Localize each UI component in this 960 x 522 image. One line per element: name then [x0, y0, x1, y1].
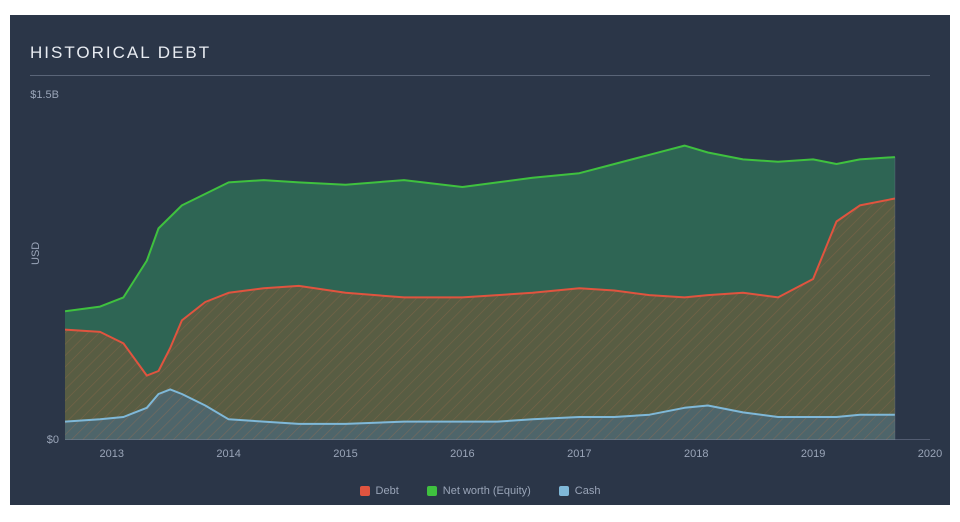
x-tick-label: 2017 — [567, 448, 591, 460]
legend-item-net_worth: Net worth (Equity) — [427, 485, 531, 497]
y-tick-label: $1.5B — [30, 89, 59, 101]
y-tick-label: $0 — [47, 434, 59, 446]
legend-swatch — [559, 486, 569, 496]
legend: Debt Net worth (Equity) Cash — [10, 485, 950, 497]
legend-item-cash: Cash — [559, 485, 601, 497]
y-axis-label: USD — [30, 242, 42, 265]
legend-label: Cash — [575, 485, 601, 497]
legend-label: Debt — [376, 485, 399, 497]
legend-item-debt: Debt — [360, 485, 399, 497]
x-tick-label: 2020 — [918, 448, 942, 460]
x-tick-label: 2014 — [216, 448, 240, 460]
x-tick-label: 2016 — [450, 448, 474, 460]
x-tick-label: 2019 — [801, 448, 825, 460]
x-tick-label: 2015 — [333, 448, 357, 460]
legend-label: Net worth (Equity) — [443, 485, 531, 497]
title-rule — [30, 75, 930, 76]
area-chart-svg — [65, 95, 930, 440]
x-tick-label: 2013 — [100, 448, 124, 460]
legend-swatch — [427, 486, 437, 496]
chart-panel: HISTORICAL DEBT USD $0$1.5B2013201420152… — [10, 15, 950, 505]
x-tick-label: 2018 — [684, 448, 708, 460]
legend-swatch — [360, 486, 370, 496]
plot-area: $0$1.5B20132014201520162017201820192020 — [65, 95, 930, 440]
chart-title: HISTORICAL DEBT — [30, 43, 211, 63]
